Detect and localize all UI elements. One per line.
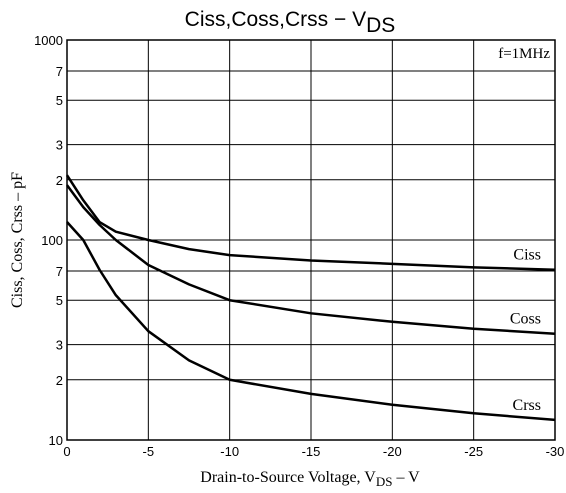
series-line	[65, 184, 556, 335]
annotation: f=1MHz	[498, 46, 550, 62]
chart-title: Ciss,Coss,Crss − VDS	[185, 8, 396, 37]
y-tick-label: 10	[49, 433, 63, 448]
x-tick-label: -25	[464, 444, 483, 459]
x-tick-label: -15	[302, 444, 321, 459]
x-tick-label: -30	[546, 444, 565, 459]
y-tick-label: 3	[56, 138, 63, 153]
y-tick-label: 3	[56, 338, 63, 353]
y-tick-label: 2	[56, 173, 63, 188]
y-axis-label: Ciss, Coss, Crss – pF	[9, 172, 26, 308]
x-tick-label: -10	[220, 444, 239, 459]
x-axis-label: Drain-to-Source Voltage, VDS – V	[200, 469, 420, 489]
y-tick-label: 7	[56, 64, 63, 79]
y-tick-label: 5	[56, 293, 63, 308]
series-line	[65, 174, 556, 271]
y-tick-label: 7	[56, 264, 63, 279]
series-line	[66, 221, 556, 422]
series-label: Ciss	[513, 247, 541, 264]
y-tick-label: 100	[41, 233, 63, 248]
y-tick-label: 5	[56, 93, 63, 108]
series-label: Coss	[510, 311, 541, 328]
y-tick-label: 1000	[34, 33, 63, 48]
x-tick-label: -20	[383, 444, 402, 459]
x-tick-label: 0	[63, 444, 70, 459]
series-label: Crss	[513, 397, 541, 414]
x-tick-label: -5	[143, 444, 155, 459]
y-tick-label: 2	[56, 373, 63, 388]
